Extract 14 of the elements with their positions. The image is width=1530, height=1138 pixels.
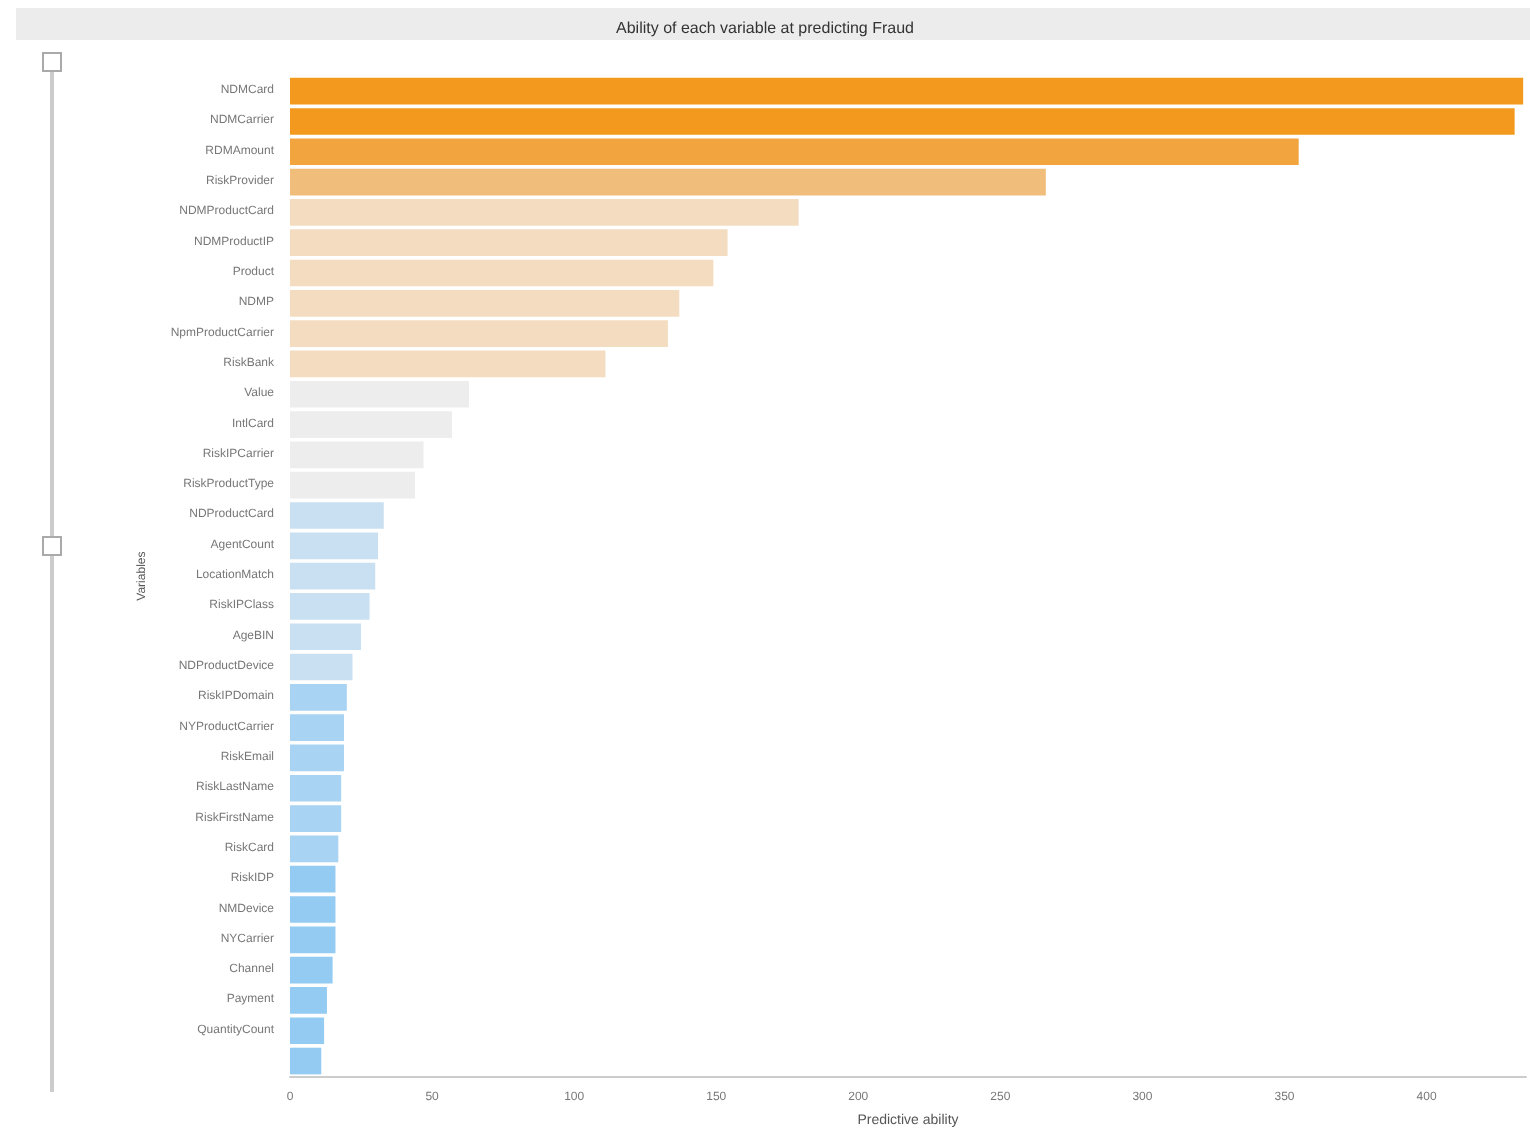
bar: [290, 77, 1524, 105]
bar: [290, 259, 714, 287]
bar: [290, 744, 344, 772]
bar: [290, 1047, 322, 1075]
bar: [290, 835, 339, 863]
bar: [290, 562, 376, 590]
bar: [290, 350, 606, 378]
bar: [290, 138, 1299, 166]
chart-title: Ability of each variable at predicting Fraud: [616, 19, 914, 37]
bar: [290, 471, 416, 499]
bar: [290, 653, 353, 681]
bar: [290, 108, 1515, 135]
bar: [290, 956, 333, 984]
bar: [290, 168, 1046, 196]
